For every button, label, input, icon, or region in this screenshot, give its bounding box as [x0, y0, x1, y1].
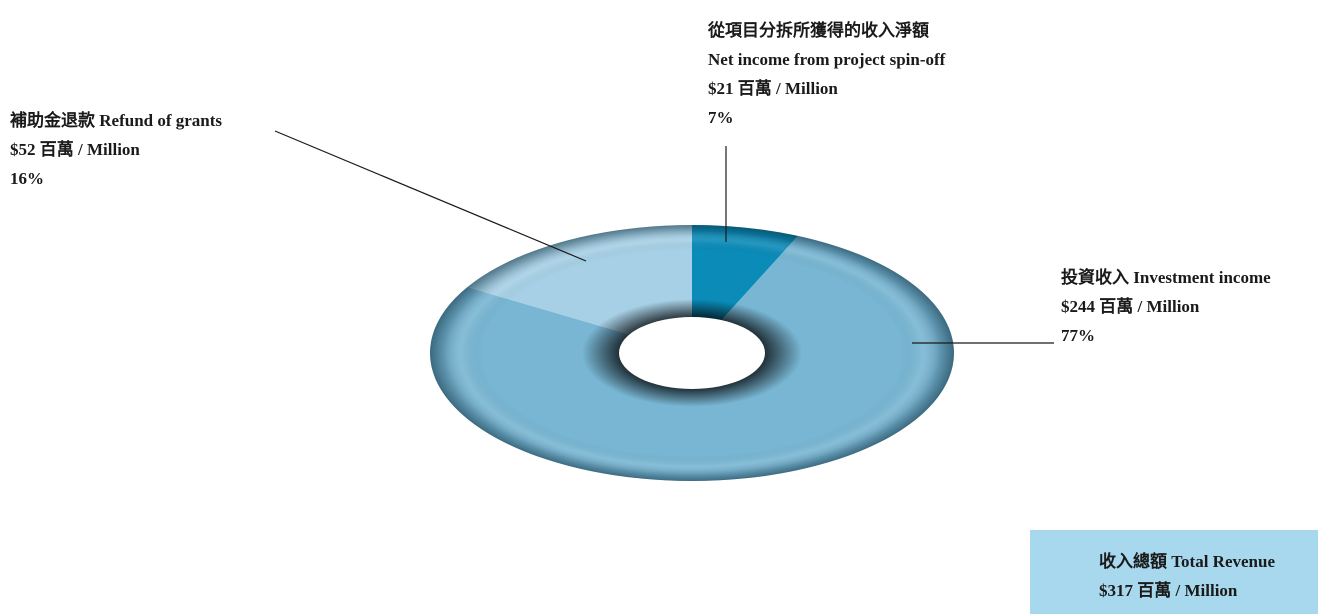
callout-grants-percent: 16%: [10, 169, 44, 188]
callout-spinoff: 從項目分拆所獲得的收入淨額 Net income from project sp…: [708, 16, 945, 132]
total-revenue-label: 收入總額 Total Revenue: [1099, 552, 1275, 571]
total-revenue-box: 收入總額 Total Revenue $317 百萬 / Million: [1030, 530, 1318, 614]
callout-spinoff-line-zh: 從項目分拆所獲得的收入淨額: [708, 21, 929, 40]
callout-spinoff-value: $21 百萬 / Million: [708, 79, 838, 98]
callout-grants-value: $52 百萬 / Million: [10, 140, 140, 159]
callout-investment-label: 投資收入 Investment income: [1061, 268, 1271, 287]
leader-line-grants: [274, 130, 587, 262]
callout-investment-percent: 77%: [1061, 326, 1095, 345]
callout-investment-value: $244 百萬 / Million: [1061, 297, 1200, 316]
callout-investment: 投資收入 Investment income $244 百萬 / Million…: [1061, 263, 1271, 350]
donut-hole: [619, 317, 765, 389]
callout-grants: 補助金退款 Refund of grants $52 百萬 / Million …: [10, 106, 222, 193]
callout-grants-label: 補助金退款 Refund of grants: [10, 111, 223, 130]
total-revenue-value: $317 百萬 / Million: [1099, 581, 1238, 600]
leader-lines: [274, 130, 1054, 344]
callout-spinoff-line-en: Net income from project spin-off: [708, 50, 946, 69]
decor-group: [430, 225, 954, 481]
callout-spinoff-percent: 7%: [708, 108, 734, 127]
